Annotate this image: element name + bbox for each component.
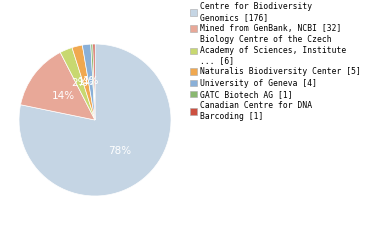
Wedge shape <box>60 48 95 120</box>
Legend: Centre for Biodiversity
Genomics [176], Mined from GenBank, NCBI [32], Biology C: Centre for Biodiversity Genomics [176], … <box>190 2 361 120</box>
Text: 78%: 78% <box>108 146 131 156</box>
Wedge shape <box>82 44 95 120</box>
Text: 1%: 1% <box>78 77 94 87</box>
Text: 14%: 14% <box>52 91 75 101</box>
Wedge shape <box>19 44 171 196</box>
Text: 2%: 2% <box>72 78 88 89</box>
Wedge shape <box>21 52 95 120</box>
Wedge shape <box>72 45 95 120</box>
Wedge shape <box>93 44 95 120</box>
Wedge shape <box>91 44 95 120</box>
Text: 1%: 1% <box>82 76 99 86</box>
